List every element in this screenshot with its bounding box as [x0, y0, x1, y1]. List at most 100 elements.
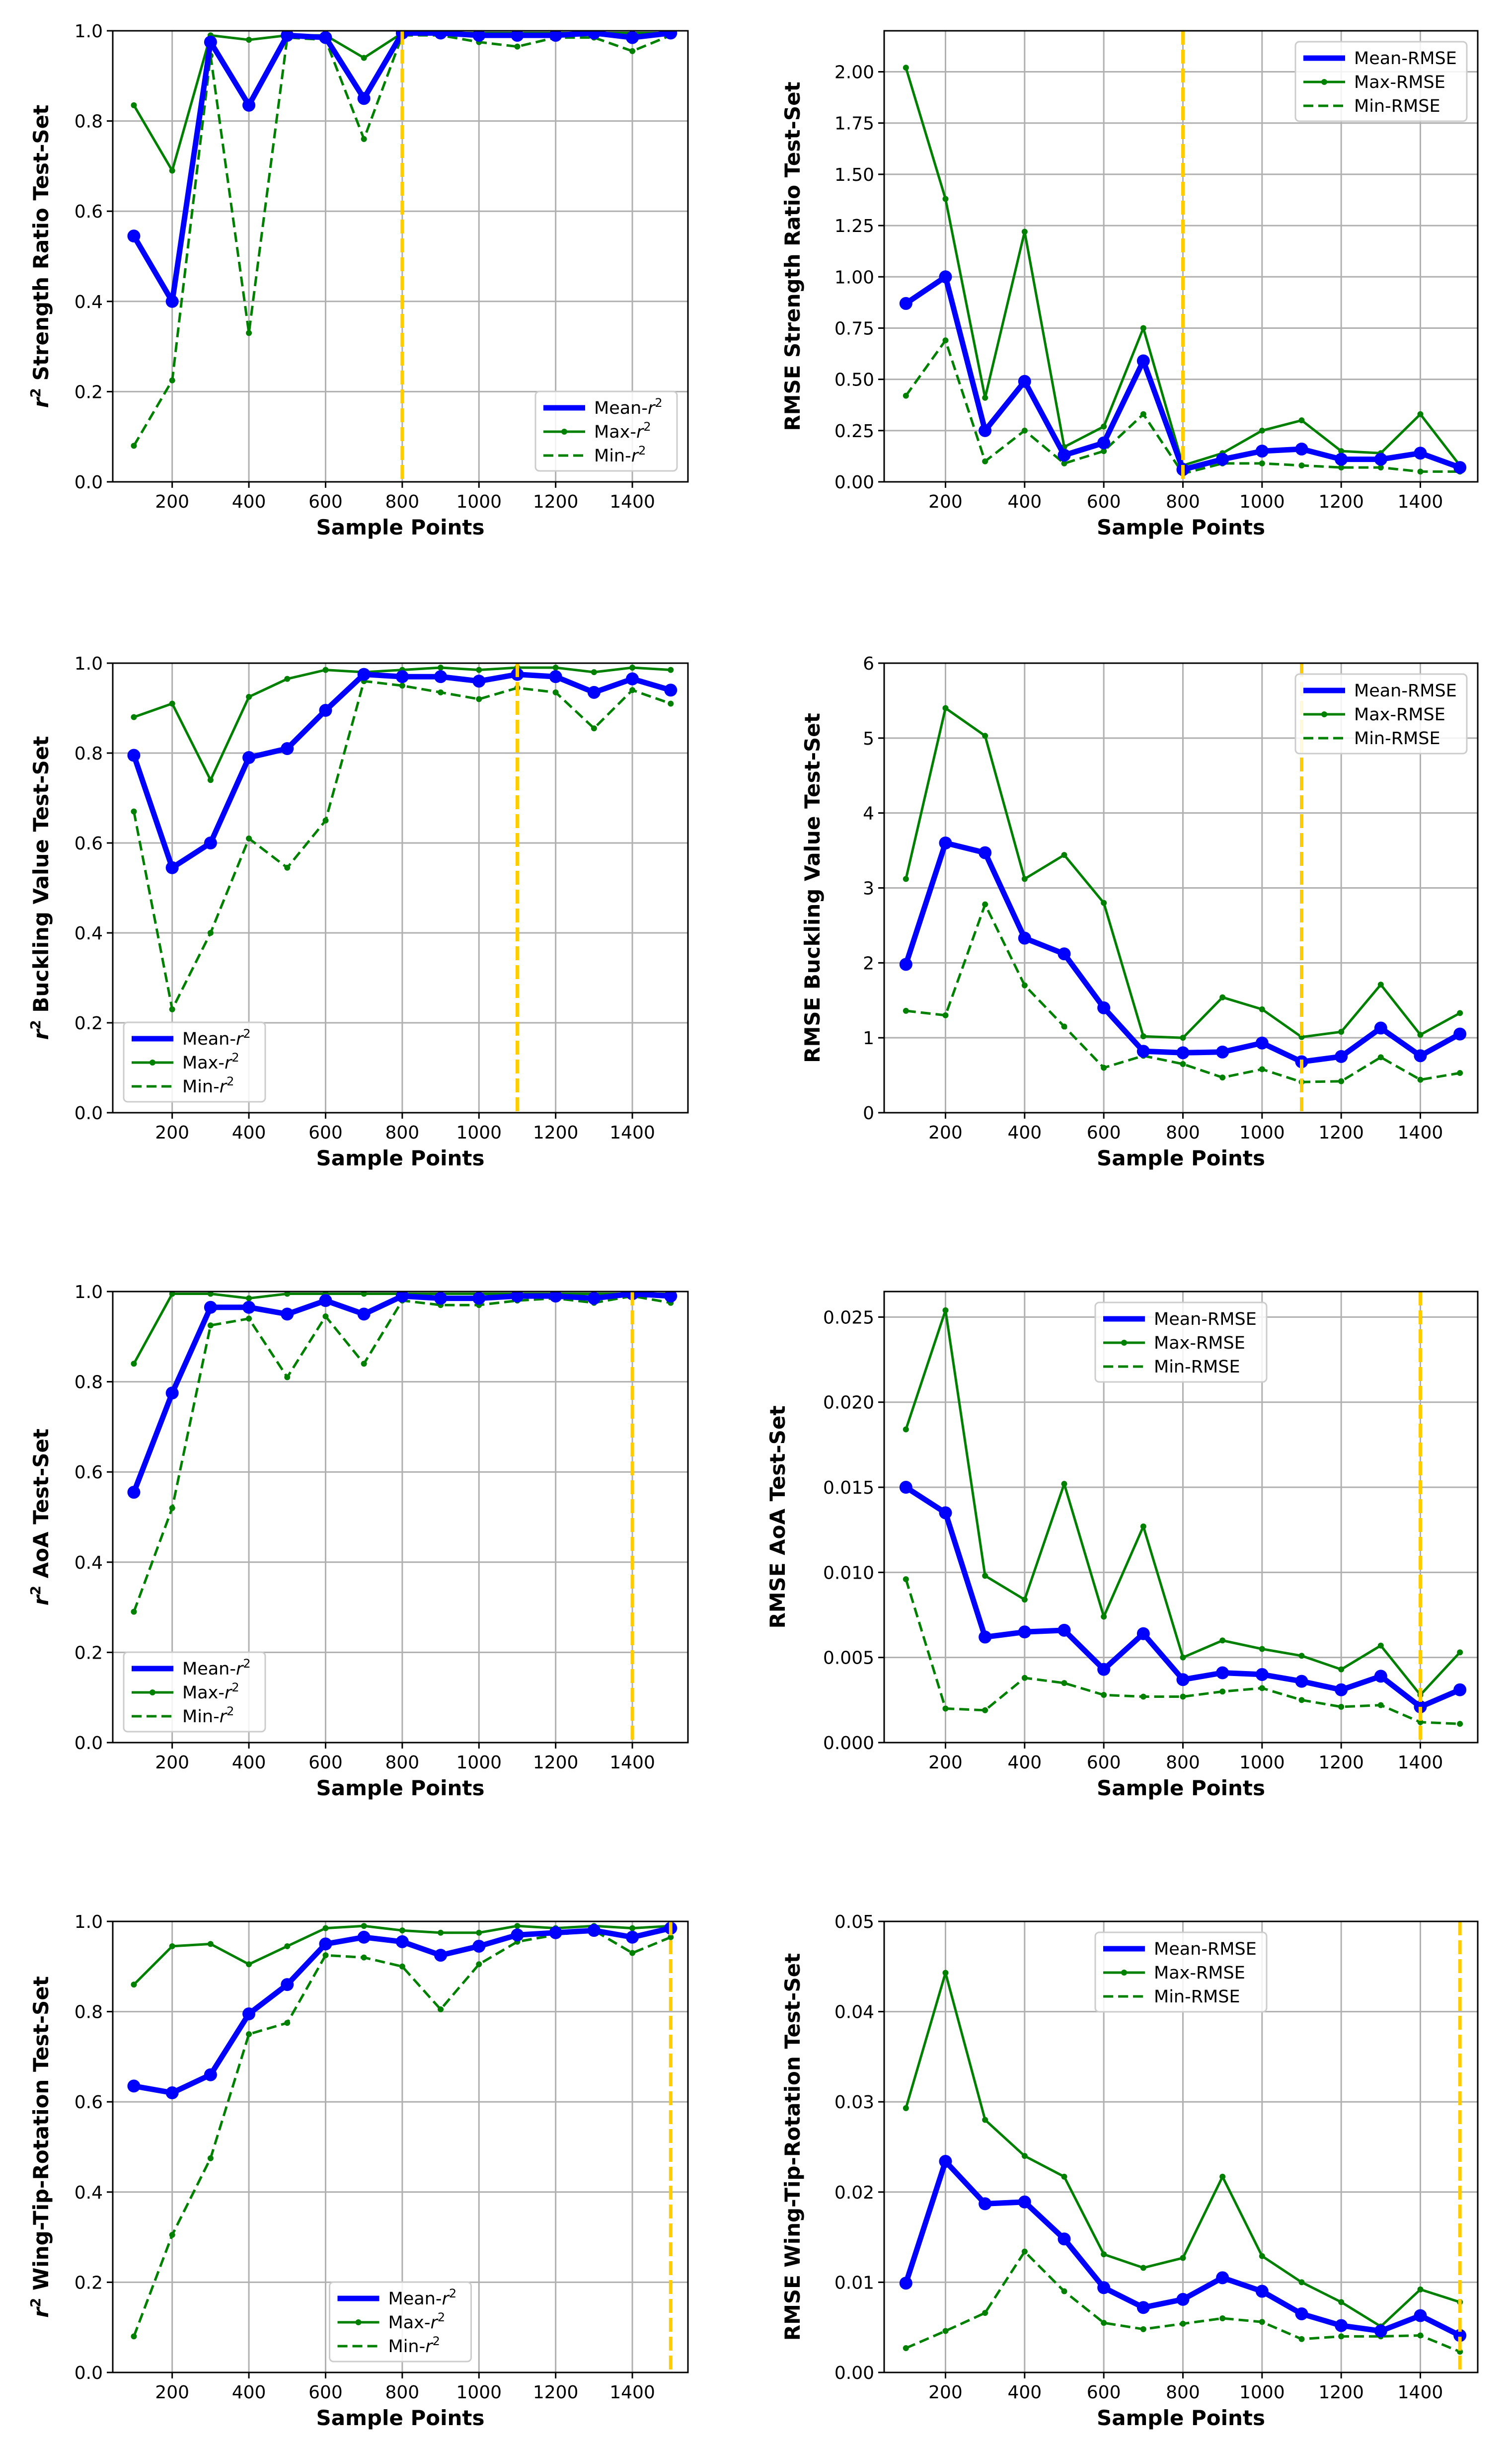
chart-3-max-point [207, 777, 214, 783]
chart-3-mean-point [587, 686, 601, 699]
chart-4-legend-marker-max [1321, 711, 1327, 717]
chart-6-xtick-label: 1200 [1318, 1753, 1364, 1773]
chart-3-legend-r: r [236, 1029, 244, 1049]
chart-8-mean-point [1453, 2329, 1467, 2342]
chart-1-legend-sup: 2 [643, 420, 651, 434]
chart-8-mean-point [1255, 2285, 1269, 2298]
chart-5-mean-point [664, 1292, 678, 1303]
chart-6-min-point [1338, 1704, 1345, 1710]
chart-7-ylabel-prefix: r [29, 2306, 53, 2318]
chart-5-mean-point [165, 1386, 179, 1400]
chart-5-min-point [284, 1374, 291, 1380]
chart-7-mean-point [472, 1939, 486, 1953]
chart-8-max-point [1140, 2265, 1146, 2271]
chart-1-mean-point [127, 229, 141, 243]
chart-5-legend-name: Max- [182, 1683, 225, 1703]
chart-8-legend-label-max: Max-RMSE [1154, 1963, 1245, 1983]
chart-3-min-point [131, 808, 137, 815]
chart-6-max-point [1298, 1653, 1305, 1659]
chart-2-mean-point [1058, 449, 1071, 462]
chart-1-mean-point [472, 31, 486, 42]
chart-4-min-point [1061, 1023, 1067, 1030]
chart-6-max-point [942, 1307, 949, 1313]
chart-1-legend-sup: 2 [655, 396, 662, 410]
chart-5-ytick-label: 0.2 [75, 1643, 103, 1663]
chart-7-mean-point [357, 1930, 371, 1944]
chart-3-max-point [284, 676, 291, 682]
chart-8-min-point [1061, 2288, 1067, 2294]
chart-4-max-point [942, 705, 949, 711]
chart-5-legend-r: r [220, 1707, 228, 1727]
chart-7-xtick-label: 1000 [456, 2382, 502, 2403]
chart-8-max-point [1259, 2253, 1265, 2259]
chart-6-max-point [1338, 1666, 1345, 1673]
chart-6-mean-point [1255, 1668, 1269, 1681]
chart-8-min-point [1259, 2319, 1265, 2325]
chart-5-max-point [284, 1292, 291, 1297]
chart-6-min-point [1101, 1692, 1107, 1698]
chart-2-mean-point [1453, 461, 1467, 474]
chart-8-legend-marker-max [1121, 1970, 1127, 1976]
chart-2-legend-box [1294, 41, 1468, 122]
chart-4-min-point [1457, 1070, 1463, 1076]
chart-7-max-point [322, 1925, 329, 1931]
chart-3-max-point [246, 693, 252, 700]
chart-5-min-point [169, 1505, 175, 1511]
chart-5-mean-point [204, 1300, 217, 1314]
chart-4-max-point [1180, 1035, 1186, 1041]
chart-3-xtick-label: 1400 [609, 1123, 655, 1143]
chart-3-ylabel-sup: 2 [27, 1020, 44, 1029]
chart-1-xtick-label: 1000 [456, 492, 502, 512]
chart-6-plot-area [899, 1292, 1467, 1743]
chart-7-min-point [629, 1950, 636, 1956]
chart-5-legend-label-min: Min-r2 [182, 1704, 234, 1727]
chart-7-min-point [361, 1954, 367, 1961]
chart-1-frame [112, 30, 689, 483]
chart-4-xtick-label: 600 [1087, 1123, 1121, 1143]
chart-6-xtick-label: 200 [928, 1753, 963, 1773]
chart-6-mean-point [939, 1506, 952, 1520]
chart-1-legend-r: r [636, 422, 645, 442]
chart-2-xtick-label: 800 [1166, 492, 1200, 512]
chart-6-min-point [1298, 1697, 1305, 1703]
chart-5-mean-point [319, 1294, 332, 1307]
chart-1-mean-point [549, 31, 562, 42]
chart-6-min-point [1061, 1680, 1067, 1686]
chart-7-mean-point [434, 1949, 448, 1962]
chart-3-ytick-label: 0.6 [75, 834, 103, 854]
chart-8-ytick-label: 0.03 [834, 2092, 874, 2113]
chart-2-mean-point [1295, 442, 1308, 456]
chart-3-legend-sup: 2 [231, 1051, 239, 1065]
chart-3-xtick-label: 600 [308, 1123, 343, 1143]
chart-6-legend-label-mean: Mean-RMSE [1154, 1309, 1257, 1329]
chart-7-max-point [131, 1982, 137, 1988]
chart-3-max-point [552, 665, 559, 671]
chart-4-min-point [1259, 1066, 1265, 1072]
chart-6-legend-marker-max [1121, 1340, 1127, 1346]
chart-2-min-point [1140, 411, 1146, 417]
chart-1-mean-point [511, 31, 524, 42]
chart-1-legend-name: Mean- [594, 398, 648, 418]
chart-3-min-point [629, 687, 636, 693]
chart-4-xtick-label: 800 [1166, 1123, 1200, 1143]
chart-6-min-point [1140, 1693, 1146, 1700]
chart-5-mean-point [281, 1307, 294, 1321]
chart-3-ylabel-text: Buckling Value Test-Set [29, 736, 53, 1020]
chart-5-mean-point [395, 1292, 409, 1303]
chart-5-min-point [207, 1322, 214, 1329]
chart-5-legend-label-max: Max-r2 [182, 1680, 239, 1703]
chart-1-ylabel-text: Strength Ratio Test-Set [29, 105, 53, 388]
chart-1-legend-label-mean: Mean-r2 [594, 396, 663, 418]
chart-2-min-point [1377, 464, 1384, 471]
chart-1-ytick-label: 0.8 [75, 112, 103, 132]
chart-3-ytick-label: 1.0 [75, 654, 103, 674]
chart-4-xtick-label: 1000 [1239, 1123, 1285, 1143]
chart-8-mean-point [979, 2197, 992, 2211]
chart-3-min-point [284, 864, 291, 871]
chart-6-ylabel-text: RMSE AoA Test-Set [765, 1405, 790, 1628]
chart-5-max-point [169, 1292, 175, 1297]
chart-6-max-point [1061, 1481, 1067, 1487]
chart-3-legend-sup: 2 [227, 1074, 234, 1088]
